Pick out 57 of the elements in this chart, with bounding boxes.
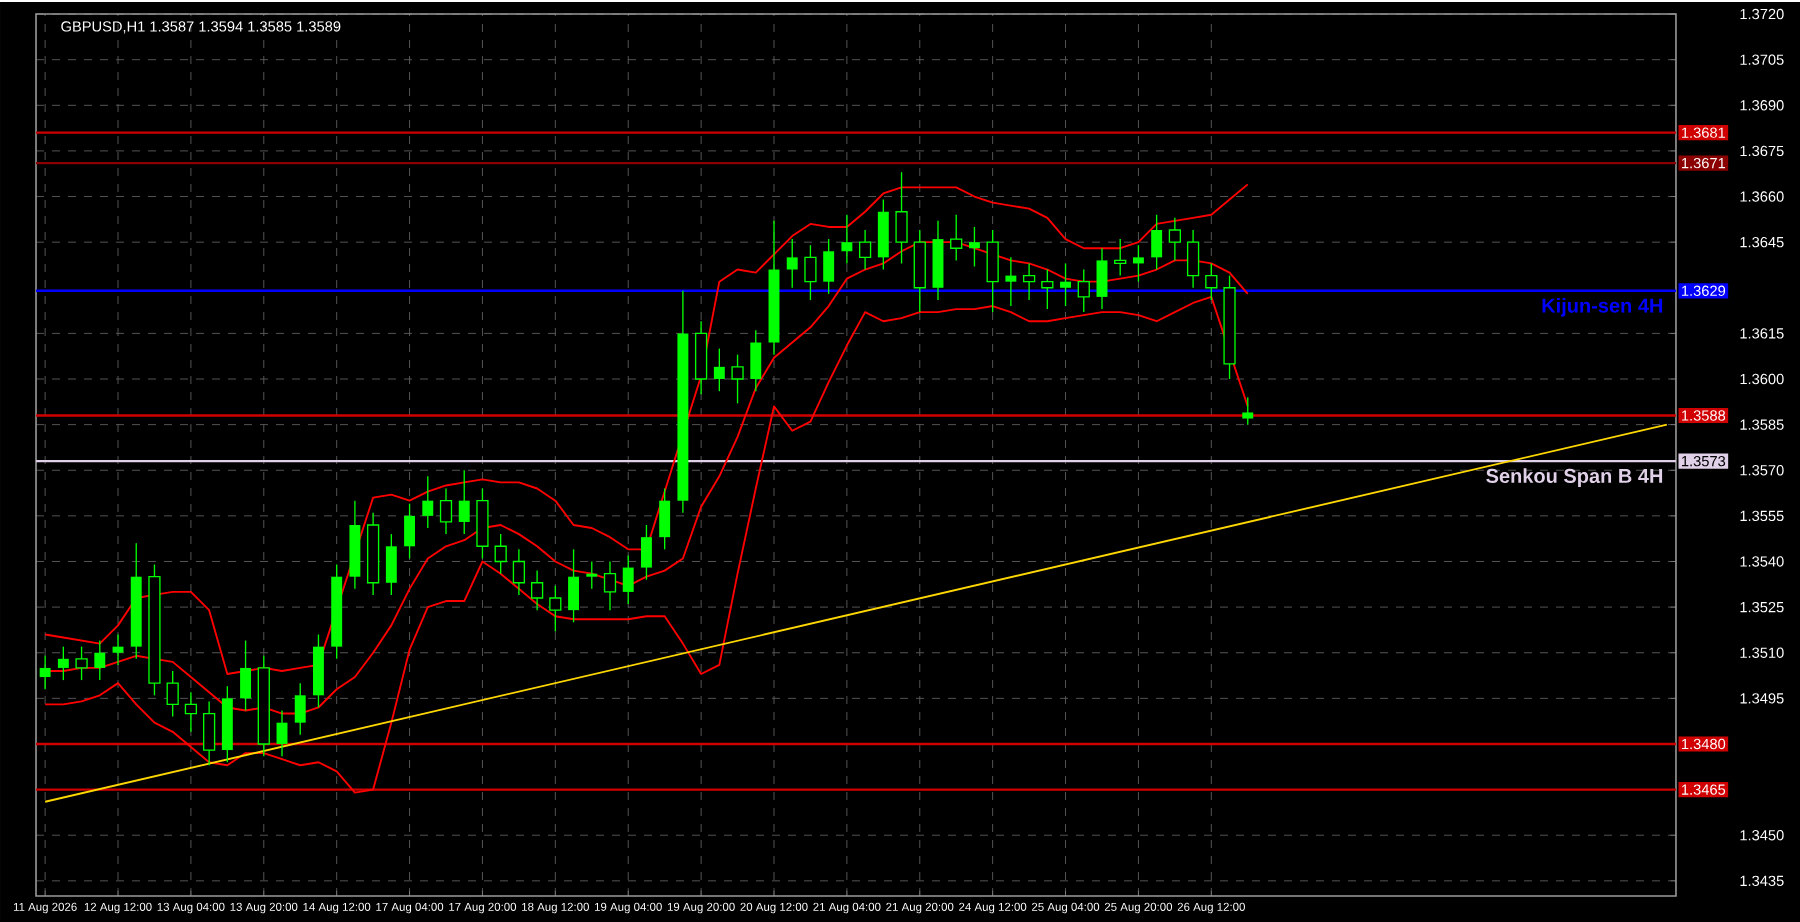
candlestick xyxy=(1205,262,1218,301)
candlestick xyxy=(750,329,762,392)
candlestick xyxy=(276,709,288,757)
candlestick xyxy=(1041,268,1054,310)
candlestick xyxy=(422,475,434,529)
candlestick xyxy=(1242,396,1254,426)
candlestick xyxy=(240,639,252,712)
candlestick xyxy=(603,560,617,611)
candlestick xyxy=(1168,217,1182,262)
candlestick xyxy=(731,353,744,404)
candlestick xyxy=(439,487,453,535)
candlestick xyxy=(895,171,908,265)
candlestick xyxy=(202,700,216,766)
candlestick xyxy=(950,214,963,262)
candlestick xyxy=(640,524,652,581)
candlestick xyxy=(1022,262,1036,301)
candlestick xyxy=(166,670,179,718)
candlestick xyxy=(1114,238,1127,277)
candlestick xyxy=(568,548,580,623)
candlestick xyxy=(823,238,835,295)
candlestick xyxy=(841,214,853,265)
candlestick xyxy=(530,569,544,611)
candlestick xyxy=(1151,214,1163,271)
candlestick xyxy=(913,229,926,313)
annotation: Kijun-sen 4H xyxy=(1542,298,1663,317)
candlestick xyxy=(1077,268,1090,313)
candlestick xyxy=(804,244,817,301)
annotation: Senkou Span B 4H xyxy=(1486,468,1663,487)
candlestick xyxy=(713,347,725,392)
candlestick xyxy=(385,533,397,596)
candlestick xyxy=(94,639,106,681)
candlestick xyxy=(1005,256,1017,307)
candlestick xyxy=(75,645,88,681)
candlestick xyxy=(1132,244,1144,283)
candlestick xyxy=(494,533,507,575)
candlestick xyxy=(39,655,51,690)
candlestick xyxy=(659,487,671,550)
candlestick xyxy=(622,554,634,605)
candlestick xyxy=(458,469,470,535)
candlestick xyxy=(512,548,526,596)
candlestick xyxy=(294,682,306,736)
candlestick xyxy=(112,633,124,666)
candlestick xyxy=(184,691,198,733)
candlestick xyxy=(476,487,489,560)
candlestick xyxy=(877,198,889,271)
candlestick xyxy=(694,320,708,395)
candlestick xyxy=(1060,262,1072,307)
candlestick xyxy=(57,645,69,681)
candlestick xyxy=(968,226,980,268)
candlestick xyxy=(786,238,798,289)
candlestick xyxy=(586,560,598,590)
candlestick xyxy=(1096,247,1108,310)
candlestick xyxy=(986,229,999,313)
candlestick xyxy=(858,229,872,271)
candlestick xyxy=(549,585,562,633)
candlestick xyxy=(1186,229,1200,289)
candlestick xyxy=(404,503,416,560)
